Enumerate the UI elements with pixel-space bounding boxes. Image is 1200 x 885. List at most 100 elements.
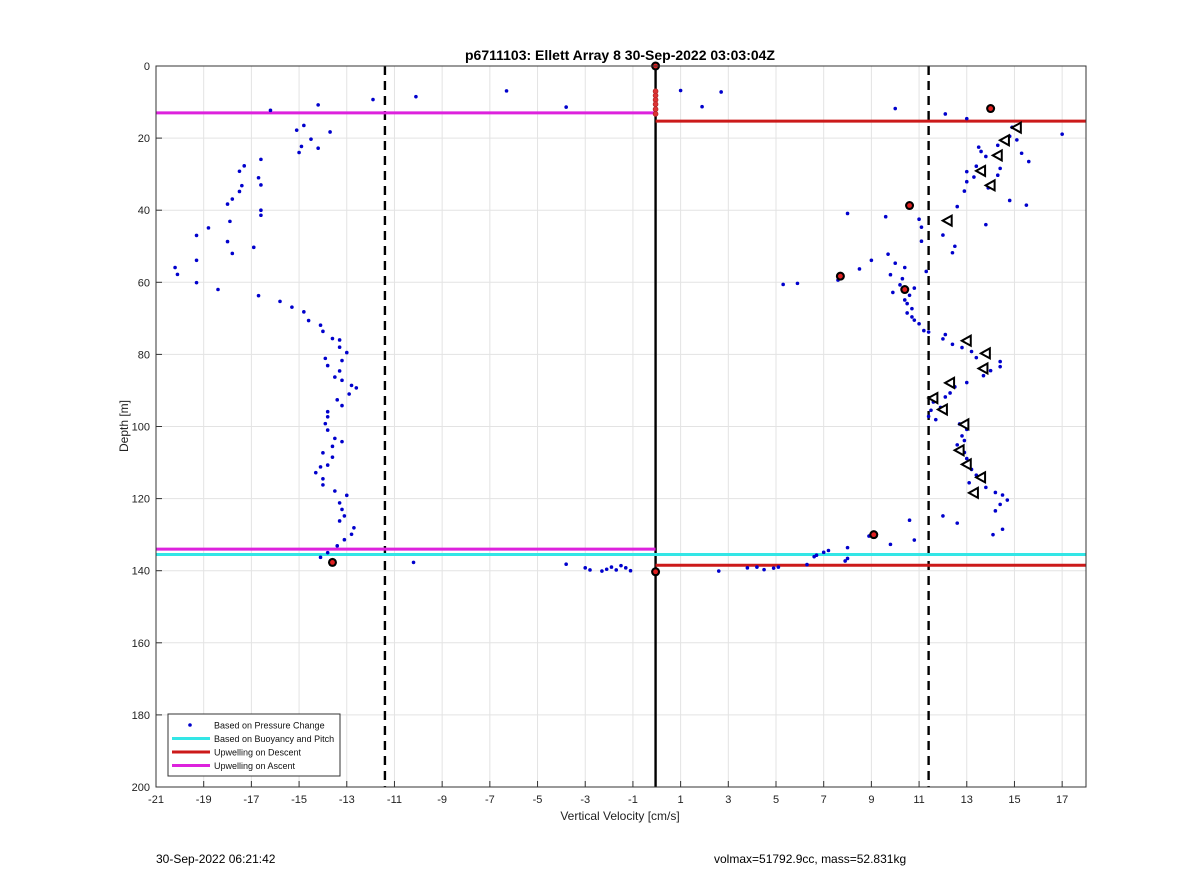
legend-label: Upwelling on Descent bbox=[214, 748, 302, 758]
pressure-change-point bbox=[941, 233, 945, 237]
pressure-change-point bbox=[321, 329, 325, 334]
pressure-change-point bbox=[414, 94, 418, 99]
pressure-change-point bbox=[917, 321, 921, 326]
legend-symbol bbox=[188, 723, 192, 727]
x-tick-label: -1 bbox=[628, 794, 638, 806]
pressure-change-point bbox=[1000, 527, 1005, 532]
pressure-change-point bbox=[893, 106, 898, 111]
pressure-change-point bbox=[225, 239, 230, 244]
pressure-change-point bbox=[290, 305, 294, 309]
pressure-change-point bbox=[335, 544, 340, 548]
pressure-change-point bbox=[781, 282, 785, 287]
pressure-change-point bbox=[912, 538, 917, 542]
pressure-change-point bbox=[237, 169, 242, 174]
pressure-change-point bbox=[340, 358, 344, 363]
x-tick-label: 17 bbox=[1056, 794, 1068, 806]
pressure-change-point bbox=[340, 507, 344, 512]
pressure-change-point bbox=[1007, 198, 1012, 203]
triangle-marker bbox=[974, 164, 987, 178]
data-points bbox=[173, 88, 1064, 573]
pressure-change-point bbox=[588, 568, 592, 572]
pressure-change-point bbox=[805, 562, 809, 567]
pressure-change-point bbox=[988, 368, 993, 373]
pressure-change-point bbox=[349, 383, 354, 388]
pressure-change-point bbox=[340, 378, 344, 383]
pressure-change-point bbox=[905, 311, 909, 315]
x-tick-label: 11 bbox=[913, 794, 924, 806]
pressure-change-point bbox=[344, 350, 349, 355]
pressure-change-point bbox=[330, 455, 335, 459]
pressure-change-point bbox=[933, 417, 938, 422]
pressure-change-point bbox=[251, 245, 256, 250]
pressure-change-point bbox=[294, 128, 299, 132]
pressure-change-point bbox=[309, 137, 313, 141]
pressure-change-point bbox=[256, 175, 261, 180]
pressure-change-point bbox=[869, 258, 874, 263]
pressure-change-point bbox=[907, 518, 912, 523]
pressure-change-point bbox=[924, 269, 929, 274]
pressure-change-point bbox=[328, 130, 332, 134]
pressure-change-point bbox=[984, 222, 988, 227]
markers bbox=[327, 61, 1022, 577]
x-tick-label: -5 bbox=[533, 794, 543, 806]
pressure-change-point bbox=[678, 88, 683, 93]
pressure-change-point bbox=[325, 463, 330, 467]
triangle-marker bbox=[940, 213, 953, 228]
y-axis-label: Depth [m] bbox=[117, 400, 131, 452]
triangle-marker bbox=[966, 486, 979, 500]
axes bbox=[155, 65, 1087, 788]
pressure-change-point bbox=[981, 373, 986, 378]
pressure-change-point bbox=[902, 298, 907, 302]
pressure-change-point bbox=[943, 112, 948, 116]
pressure-change-point bbox=[297, 150, 301, 155]
pressure-change-point bbox=[917, 217, 921, 222]
triangle-marker bbox=[1009, 120, 1022, 135]
y-tick-label: 0 bbox=[144, 61, 150, 73]
triangle-marker bbox=[990, 148, 1003, 163]
pressure-change-point bbox=[302, 310, 306, 314]
pressure-change-point bbox=[955, 443, 960, 447]
pressure-change-point bbox=[995, 143, 1000, 148]
pressure-change-point bbox=[907, 293, 912, 298]
pressure-change-point bbox=[964, 116, 969, 121]
pressure-change-point bbox=[964, 380, 969, 385]
tick-labels: -21 -19 -17 -15 -13 -11 -9 -7 -5 -3 -1 1 3 5 7 9 11 13 15 1… bbox=[132, 61, 1069, 806]
pressure-change-point bbox=[998, 364, 1002, 369]
pressure-change-point bbox=[316, 146, 320, 150]
pressure-change-point bbox=[325, 550, 330, 555]
triangle-marker bbox=[926, 391, 939, 405]
x-tick-label: -7 bbox=[485, 794, 495, 806]
pressure-change-point bbox=[321, 451, 325, 455]
star-marker bbox=[330, 560, 335, 565]
x-axis-label: Vertical Velocity [cm/s] bbox=[560, 809, 679, 823]
legend-label: Upwelling on Ascent bbox=[214, 761, 296, 771]
pressure-change-point bbox=[330, 444, 335, 449]
pressure-change-point bbox=[991, 532, 995, 537]
legend-label: Based on Pressure Change bbox=[214, 721, 325, 731]
legend-label: Based on Buoyancy and Pitch bbox=[214, 734, 334, 744]
chart-title: p6711103: Ellett Array 8 30-Sep-2022 03:… bbox=[465, 47, 775, 63]
triangle-marker bbox=[978, 346, 991, 361]
y-tick-label: 60 bbox=[138, 277, 150, 289]
pressure-change-point bbox=[755, 565, 759, 569]
pressure-change-point bbox=[352, 526, 356, 530]
pressure-change-point bbox=[371, 97, 375, 102]
pressure-change-point bbox=[318, 555, 323, 560]
pressure-change-point bbox=[228, 219, 232, 224]
pressure-change-point bbox=[843, 559, 847, 563]
pressure-change-point bbox=[993, 509, 998, 513]
pressure-change-point bbox=[323, 356, 328, 361]
pressure-change-point bbox=[998, 502, 1002, 507]
x-tick-label: 5 bbox=[773, 794, 779, 806]
pressure-change-point bbox=[609, 565, 614, 569]
legend: Based on Pressure Change Based on Buoyanc… bbox=[167, 713, 341, 777]
pressure-change-point bbox=[919, 239, 924, 244]
pressure-change-point bbox=[1024, 203, 1029, 207]
pressure-change-point bbox=[325, 414, 330, 419]
pressure-change-point bbox=[347, 392, 351, 396]
pressure-change-point bbox=[333, 436, 337, 441]
pressure-change-point bbox=[242, 164, 247, 168]
triangle-marker bbox=[952, 443, 965, 457]
pressure-change-point bbox=[984, 154, 988, 159]
pressure-change-point bbox=[411, 560, 416, 565]
